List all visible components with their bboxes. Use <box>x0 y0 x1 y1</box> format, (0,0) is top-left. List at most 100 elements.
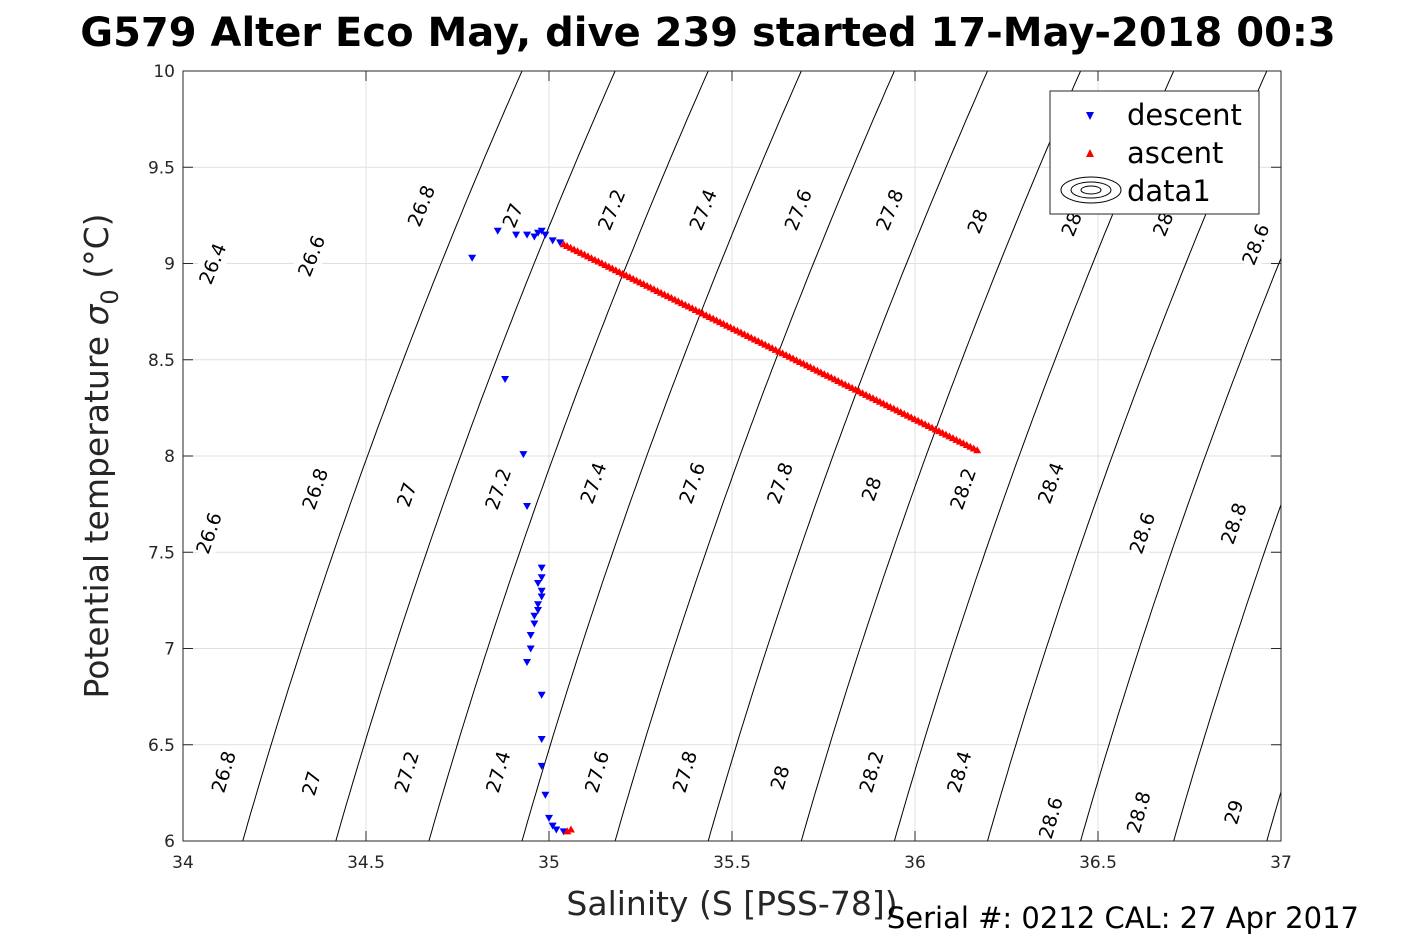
data-points <box>468 227 982 836</box>
descent-point <box>548 822 557 830</box>
descent-point <box>555 239 564 247</box>
isopycnal-label-bg <box>573 457 613 508</box>
descent-point <box>537 762 546 770</box>
isopycnal-label-bg <box>851 463 891 514</box>
descent-point <box>541 231 550 239</box>
y-axis-label-sigma: σ <box>77 304 116 326</box>
isopycnal-label-bg <box>1235 219 1276 270</box>
isopycnal-label-bg <box>492 190 533 241</box>
legend-label-data1: data1 <box>1127 174 1211 208</box>
isopycnal-line <box>521 71 802 841</box>
y-tick-label: 6.5 <box>148 736 175 756</box>
isopycnal-label-bg <box>295 463 335 514</box>
isopycnal-label-bg <box>189 507 229 559</box>
y-tick-label: 9 <box>164 255 175 275</box>
legend-label-descent: descent <box>1127 98 1242 132</box>
isopycnal-label-bg <box>759 457 800 509</box>
descent-point <box>493 227 502 235</box>
descent-point <box>526 632 535 640</box>
y-axis-label-subscript: 0 <box>96 289 124 304</box>
isopycnal-label-bg <box>777 184 819 235</box>
descent-point <box>512 231 521 239</box>
isopycnal-label-bg <box>386 469 426 520</box>
descent-point <box>519 451 528 459</box>
isopycnal-label-bg <box>1119 787 1157 837</box>
x-tick-label: 36.5 <box>1079 853 1117 873</box>
isopycnal-label-bg <box>1030 457 1071 508</box>
descent-point <box>523 503 532 511</box>
footer-calibration: Serial #: 0212 CAL: 27 Apr 2017 <box>887 901 1359 935</box>
legend-marker-ascent <box>1086 149 1094 157</box>
descent-point <box>534 601 543 609</box>
y-tick-label: 10 <box>153 62 175 82</box>
legend: descent ascent data1 <box>1049 90 1260 215</box>
x-tick-label: 34.5 <box>347 853 385 873</box>
isopycnal-line <box>614 71 895 841</box>
descent-point <box>559 828 568 836</box>
descent-point <box>552 826 561 834</box>
descent-point <box>523 658 532 666</box>
isopycnal-label-bg <box>204 746 243 797</box>
axis-ticks: 34 34.5 35 35.5 36 36.5 37 6 6.5 7 7.5 8 8.5 9 9.5 10 <box>148 62 1292 873</box>
isopycnal-line <box>707 71 988 841</box>
y-tick-label: 9.5 <box>148 158 175 178</box>
y-tick-label: 8.5 <box>148 351 175 371</box>
x-tick-label: 37 <box>1270 853 1292 873</box>
isopycnal-label-bg <box>942 463 983 514</box>
descent-point <box>537 564 546 572</box>
isopycnal-label-bg <box>400 180 442 232</box>
descent-point <box>537 593 546 601</box>
descent-point <box>541 791 550 799</box>
isopycnal-label-bg <box>577 746 616 797</box>
isopycnal-label-bg <box>1122 507 1162 559</box>
x-axis-label: Salinity (S [PSS-78]) <box>566 884 897 923</box>
y-tick-label: 6 <box>164 832 175 852</box>
descent-point <box>545 814 553 822</box>
isopycnal-line <box>335 71 616 841</box>
isopycnal-label-bg <box>940 746 978 797</box>
ascent-point <box>973 446 982 454</box>
y-axis-label-unit: (°C) <box>77 214 116 290</box>
isopycnal-contours <box>242 71 1281 841</box>
descent-point <box>534 580 543 588</box>
descent-point <box>537 735 546 743</box>
isopycnal-label-bg <box>665 746 704 797</box>
descent-point <box>530 612 539 620</box>
x-tick-label: 35 <box>538 853 560 873</box>
isopycnal-line <box>800 71 1082 841</box>
isopycnal-label-bg <box>1213 498 1253 549</box>
isopycnal-label-bg <box>672 457 712 508</box>
isopycnal-label-bg <box>192 238 233 289</box>
isopycnal-line <box>428 71 709 841</box>
isopycnal-label-bg <box>590 184 632 235</box>
isopycnal-line <box>1173 503 1281 841</box>
y-tick-label: 8 <box>164 447 175 467</box>
descent-point <box>537 691 546 699</box>
descent-point <box>523 231 532 239</box>
isopycnal-label-bg <box>682 184 724 235</box>
isopycnal-label-bg <box>479 746 517 797</box>
isopycnal-label-bg <box>1031 793 1070 843</box>
isopycnal-label-bg <box>868 184 910 235</box>
y-axis-label-main: Potential temperature <box>77 326 116 699</box>
x-tick-label: 34 <box>172 853 194 873</box>
descent-point <box>530 233 539 241</box>
isopycnal-label-bg <box>290 230 332 282</box>
isopycnal-label-bg <box>956 195 998 247</box>
x-tick-label: 36 <box>904 853 926 873</box>
y-axis-label: Potential temperature σ0 (°C) <box>77 214 124 699</box>
x-tick-label: 35.5 <box>713 853 751 873</box>
isopycnal-label-bg <box>387 746 426 797</box>
chart-title: G579 Alter Eco May, dive 239 started 17-… <box>80 10 1336 56</box>
descent-point <box>530 620 539 628</box>
legend-label-ascent: ascent <box>1127 136 1223 170</box>
descent-point <box>537 574 546 582</box>
ascent-point <box>563 827 572 835</box>
isopycnal-label-bg <box>292 758 330 809</box>
legend-marker-descent <box>1086 112 1094 120</box>
descent-point <box>537 587 546 595</box>
legend-marker-contour <box>1060 176 1122 204</box>
y-tick-label: 7.5 <box>148 543 175 563</box>
descent-point <box>526 645 535 653</box>
